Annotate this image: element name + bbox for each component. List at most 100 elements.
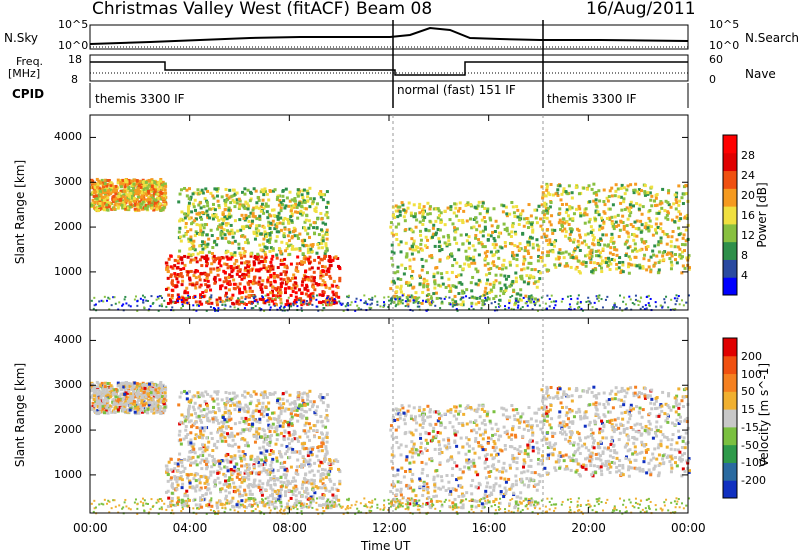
- velocity-cell: [100, 401, 104, 405]
- power-cell: [492, 297, 496, 301]
- power-cell: [531, 246, 535, 250]
- power-cell: [300, 309, 303, 312]
- velocity-cell: [264, 488, 268, 492]
- power-cell: [297, 191, 301, 195]
- freq-trace: [90, 61, 688, 76]
- power-cell: [176, 261, 180, 265]
- power-cell: [97, 179, 101, 183]
- power-cell: [424, 235, 428, 239]
- power-cell: [479, 230, 483, 234]
- power-cell: [468, 257, 472, 261]
- power-cell: [669, 260, 673, 264]
- power-cell: [684, 192, 688, 196]
- power-cell: [440, 301, 444, 305]
- power-cell: [188, 276, 192, 280]
- velocity-cell: [184, 500, 188, 504]
- power-cell: [106, 190, 110, 194]
- power-cell: [526, 304, 529, 307]
- power-cell: [194, 217, 198, 221]
- velocity-cell: [287, 480, 291, 484]
- power-cell: [364, 300, 367, 303]
- velocity-cell: [137, 411, 141, 415]
- power-cell: [112, 187, 116, 191]
- power-cell: [246, 263, 250, 267]
- power-cell: [347, 296, 350, 299]
- power-cell: [632, 204, 636, 208]
- power-cell: [332, 256, 336, 260]
- power-cell: [242, 302, 246, 306]
- power-cell: [199, 215, 203, 219]
- velocity-cell: [142, 390, 146, 394]
- power-cell: [402, 208, 406, 212]
- power-cell: [481, 201, 485, 205]
- velocity-cell: [296, 458, 300, 462]
- power-cell: [338, 267, 342, 271]
- power-cell: [199, 229, 203, 233]
- power-cell: [614, 220, 618, 224]
- power-cell: [599, 255, 603, 259]
- power-cell: [312, 226, 316, 230]
- power-cell: [600, 216, 604, 220]
- power-cell: [425, 245, 429, 249]
- power-cell: [285, 247, 289, 251]
- velocity-cell: [111, 400, 115, 404]
- power-cell: [244, 290, 248, 294]
- power-cell: [472, 225, 476, 229]
- power-cell: [114, 184, 118, 188]
- power-cell: [448, 218, 452, 222]
- power-cell: [515, 264, 519, 268]
- power-cell: [569, 295, 572, 298]
- velocity-cell: [109, 386, 113, 390]
- velocity-cell: [173, 467, 177, 471]
- velocity-cell: [112, 397, 116, 401]
- velocity-cell: [103, 385, 107, 389]
- power-cell: [106, 179, 110, 183]
- power-cell: [422, 205, 426, 209]
- power-cell: [156, 187, 160, 191]
- power-cell: [545, 182, 549, 186]
- power-cell: [525, 216, 529, 220]
- power-cell: [319, 301, 323, 305]
- power-cell: [589, 225, 593, 229]
- velocity-cell: [156, 399, 160, 403]
- power-cell: [192, 244, 196, 248]
- power-cell: [394, 305, 397, 308]
- power-cell: [572, 212, 576, 216]
- power-cell: [418, 305, 421, 308]
- power-cell: [447, 235, 451, 239]
- power-cell: [147, 195, 151, 199]
- power-cell: [393, 281, 397, 285]
- power-cell: [247, 204, 251, 208]
- velocity-cell: [220, 487, 224, 491]
- velocity-cell: [170, 484, 174, 488]
- power-cell: [448, 242, 452, 246]
- velocity-cell: [278, 491, 282, 495]
- power-cell: [564, 210, 568, 214]
- power-cell: [237, 197, 241, 201]
- power-cell: [643, 308, 646, 311]
- power-cell: [548, 205, 552, 209]
- power-cell: [159, 186, 163, 190]
- velocity-cell: [235, 475, 239, 479]
- power-cell: [333, 298, 336, 301]
- velocity-cell: [257, 464, 261, 468]
- power-cell: [642, 257, 646, 261]
- velocity-cell: [142, 396, 146, 400]
- power-cell: [578, 306, 581, 309]
- power-cell: [240, 225, 244, 229]
- power-cell: [269, 306, 272, 309]
- power-cell: [552, 240, 556, 244]
- power-cell: [248, 226, 252, 230]
- power-cell: [635, 264, 639, 268]
- power-cell: [570, 254, 574, 258]
- power-cell: [244, 200, 248, 204]
- power-cell: [675, 261, 679, 265]
- power-cell: [359, 299, 362, 302]
- power-cell: [233, 253, 237, 257]
- velocity-cell: [173, 475, 177, 479]
- power-cell: [473, 296, 477, 300]
- velocity-cell: [154, 388, 158, 392]
- power-cell: [389, 287, 393, 291]
- power-cell: [494, 243, 498, 247]
- power-cell: [680, 271, 684, 275]
